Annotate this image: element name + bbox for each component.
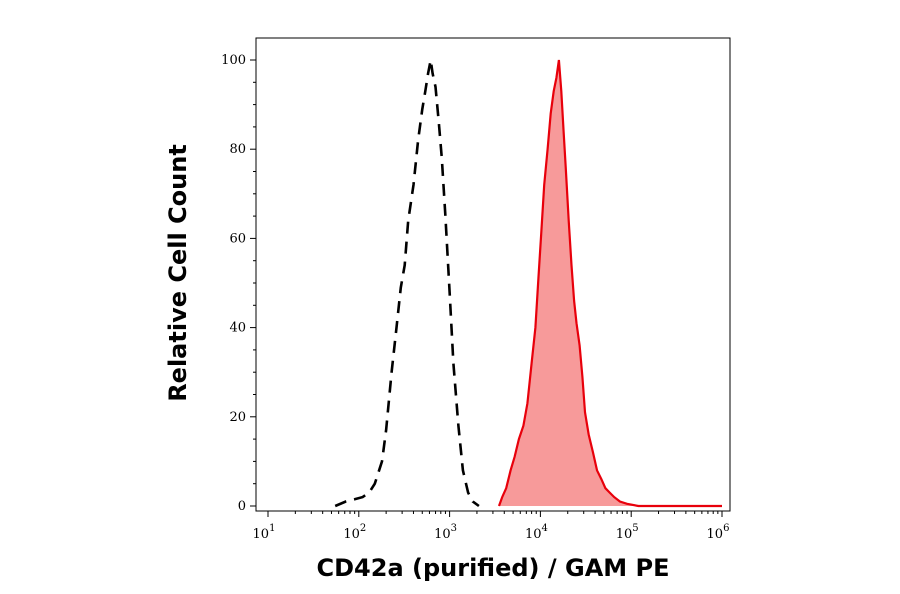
series-layer [334, 59, 722, 508]
y-tick-label: 80 [229, 142, 246, 157]
x-axis-ticks: 101 102 103 104 105 106 [253, 511, 730, 542]
series-fill [499, 60, 722, 506]
x-tick-label: 105 [616, 523, 639, 542]
x-tick-label: 102 [343, 523, 366, 542]
y-axis-title: Relative Cell Count [164, 144, 192, 402]
y-tick-label: 60 [229, 231, 246, 246]
y-tick-label: 20 [229, 410, 246, 425]
x-tick-label: 101 [253, 523, 276, 542]
x-tick-label: 103 [434, 523, 457, 542]
y-tick-label: 0 [238, 499, 246, 514]
y-axis-ticks: 0 20 40 60 80 100 [221, 53, 256, 514]
x-axis-title: CD42a (purified) / GAM PE [317, 554, 670, 582]
series-line-dashed [334, 59, 480, 508]
y-tick-label: 100 [221, 53, 246, 68]
y-tick-label: 40 [229, 321, 246, 336]
plot-frame [255, 37, 731, 512]
series-line-solid [497, 59, 722, 508]
x-tick-label: 104 [525, 523, 548, 542]
x-tick-label: 106 [707, 523, 730, 542]
